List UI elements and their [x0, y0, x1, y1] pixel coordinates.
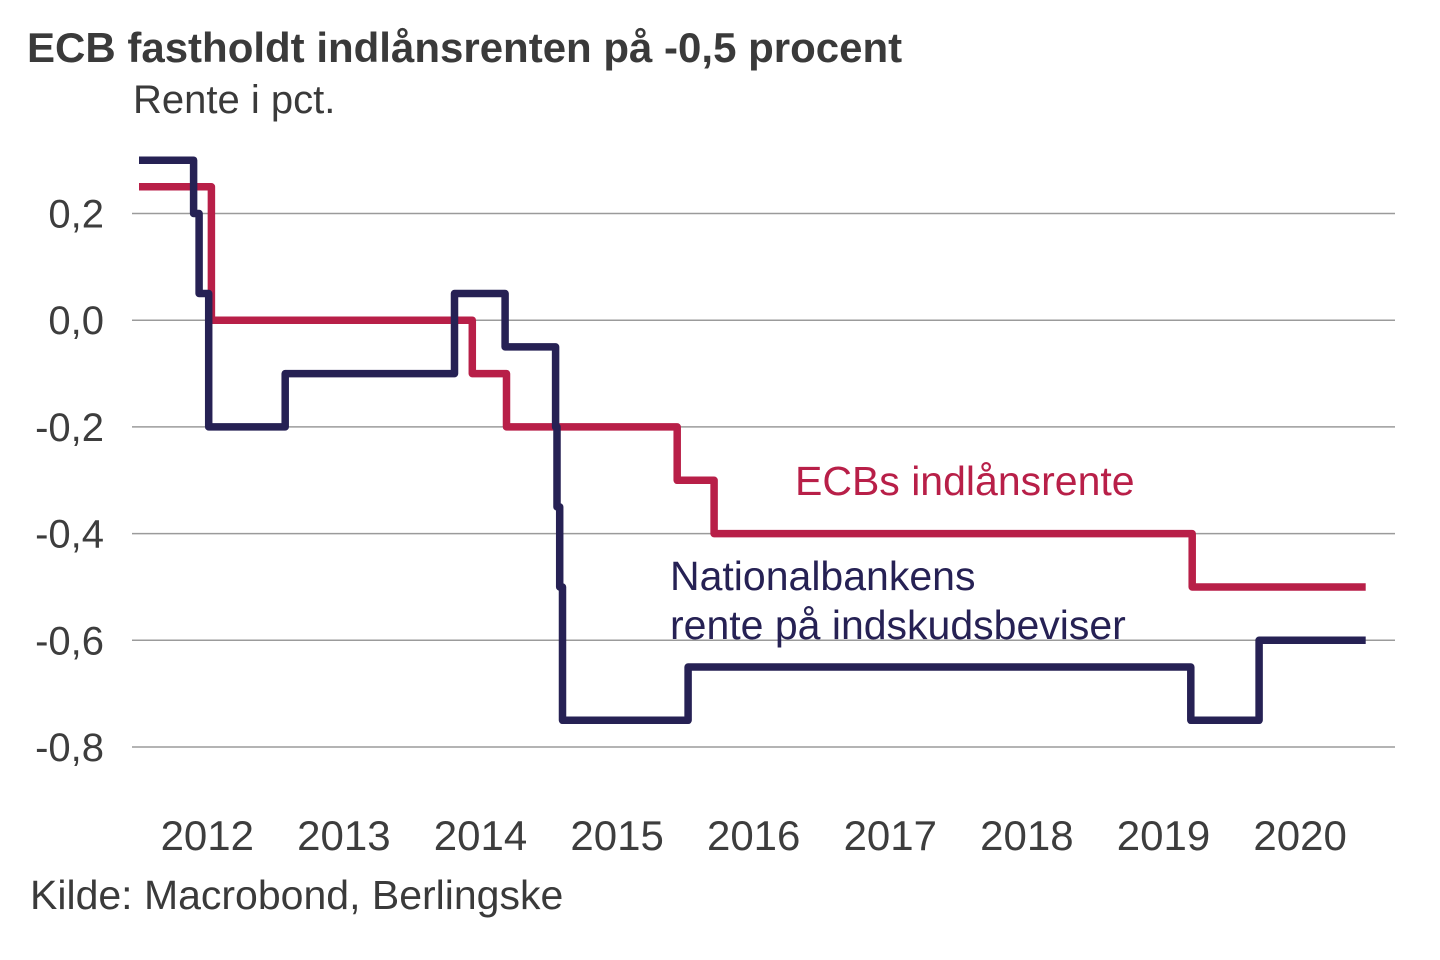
- x-tick-label: 2016: [707, 812, 800, 859]
- x-tick-label: 2017: [844, 812, 937, 859]
- chart-title: ECB fastholdt indlånsrenten på -0,5 proc…: [27, 24, 903, 71]
- chart-subtitle: Rente i pct.: [133, 78, 336, 122]
- series-label-nationalbanken-line1: Nationalbankens: [670, 553, 976, 599]
- y-tick-label: 0,0: [48, 299, 104, 343]
- y-tick-label: -0,6: [35, 619, 104, 663]
- series-label-nationalbanken-line2: rente på indskudsbeviser: [670, 602, 1126, 648]
- x-tick-label: 2012: [161, 812, 254, 859]
- ecb-indlaansrente-line: [139, 183, 1366, 591]
- y-tick-label: -0,4: [35, 513, 104, 557]
- x-tick-label: 2019: [1117, 812, 1210, 859]
- nationalbanken-indskudsbeviser-line: [139, 156, 1366, 725]
- series-label-ecb: ECBs indlånsrente: [795, 458, 1135, 504]
- y-tick-label: 0,2: [48, 193, 104, 237]
- x-tick-label: 2020: [1253, 812, 1346, 859]
- y-tick-label: -0,8: [35, 726, 104, 770]
- x-tick-label: 2013: [297, 812, 390, 859]
- series-label-nationalbanken: Nationalbankens rente på indskudsbeviser: [670, 552, 1126, 650]
- source-note: Kilde: Macrobond, Berlingske: [30, 872, 564, 918]
- y-tick-label: -0,2: [35, 406, 104, 450]
- x-tick-label: 2018: [980, 812, 1073, 859]
- x-tick-label: 2014: [434, 812, 527, 859]
- x-tick-label: 2015: [570, 812, 663, 859]
